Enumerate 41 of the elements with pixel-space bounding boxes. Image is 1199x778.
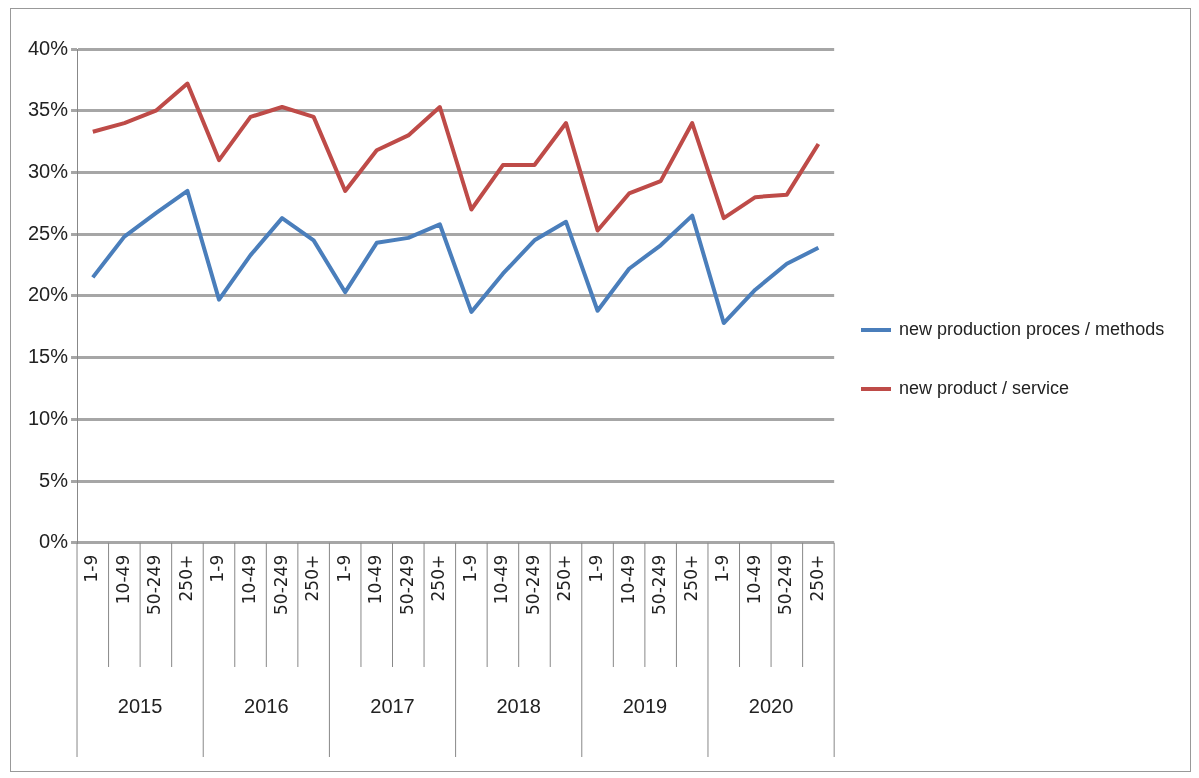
text: 2019	[622, 694, 668, 717]
x-tick-label: 50-249	[396, 554, 417, 615]
x-tick-label: 50-249	[144, 554, 165, 615]
x-tick-label: 1-9	[81, 554, 102, 583]
x-tick-label: 250+	[806, 554, 827, 602]
x-tick-label: 1-9	[459, 554, 480, 583]
y-tick-label: 20%	[28, 283, 69, 306]
x-tick-label: 250+	[302, 554, 323, 602]
x-tick-label: 250+	[428, 554, 449, 602]
x-tick-label: 10-49	[112, 554, 133, 605]
x-tick-label: 50-249	[522, 554, 543, 615]
x-tick-label: 50-249	[775, 554, 796, 615]
y-tick-label: 15%	[28, 345, 69, 368]
x-tick-label: 50-249	[270, 554, 291, 615]
x-tick-label: 10-49	[617, 554, 638, 605]
y-tick-label: 0%	[39, 530, 69, 553]
text: 2017	[370, 694, 415, 717]
x-tick-label: 250+	[175, 554, 196, 602]
x-tick-label: 10-49	[491, 554, 512, 605]
x-tick-label: 10-49	[238, 554, 259, 605]
text: 2016	[244, 694, 289, 717]
x-tick-label: 1-9	[207, 554, 228, 583]
y-tick-label: 40%	[28, 36, 69, 59]
x-tick-label: 1-9	[333, 554, 354, 583]
y-tick-label: 10%	[28, 406, 69, 429]
legend-label: new production proces / methods	[899, 319, 1165, 340]
x-tick-label: 10-49	[365, 554, 386, 605]
x-tick-label: 1-9	[712, 554, 733, 583]
y-tick-label: 30%	[28, 159, 69, 182]
y-tick-label: 25%	[28, 221, 69, 244]
x-tick-label: 10-49	[743, 554, 764, 605]
y-tick-label: 5%	[39, 468, 69, 491]
x-tick-label: 250+	[554, 554, 575, 602]
text: 2020	[748, 694, 794, 717]
y-tick-label: 35%	[28, 98, 69, 121]
x-tick-label: 1-9	[585, 554, 606, 583]
x-tick-label: 250+	[680, 554, 701, 602]
x-tick-label: 50-249	[649, 554, 670, 615]
text: 2018	[496, 694, 541, 717]
legend-label: new product / service	[899, 378, 1070, 399]
text: 2015	[117, 694, 163, 717]
